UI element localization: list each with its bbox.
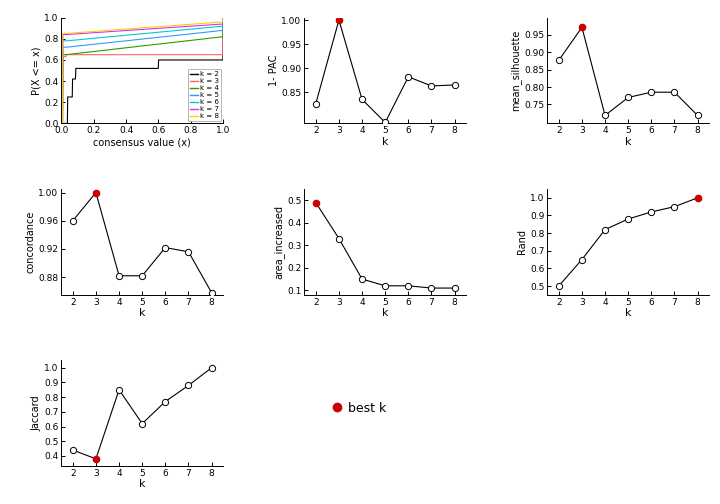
Y-axis label: P(X <= x): P(X <= x) <box>31 46 41 95</box>
X-axis label: k: k <box>139 479 145 489</box>
Legend: k = 2, k = 3, k = 4, k = 5, k = 6, k = 7, k = 8: k = 2, k = 3, k = 4, k = 5, k = 6, k = 7… <box>187 69 221 121</box>
Y-axis label: area_increased: area_increased <box>274 205 284 279</box>
X-axis label: k: k <box>625 137 631 147</box>
X-axis label: k: k <box>382 308 389 318</box>
Y-axis label: concordance: concordance <box>25 211 35 273</box>
Y-axis label: mean_silhouette: mean_silhouette <box>510 30 521 111</box>
Y-axis label: Jaccard: Jaccard <box>31 396 41 431</box>
Y-axis label: 1- PAC: 1- PAC <box>269 55 279 86</box>
Legend: best k: best k <box>327 397 391 419</box>
X-axis label: k: k <box>382 137 389 147</box>
X-axis label: k: k <box>139 308 145 318</box>
X-axis label: consensus value (x): consensus value (x) <box>94 138 191 148</box>
Y-axis label: Rand: Rand <box>517 229 527 255</box>
X-axis label: k: k <box>625 308 631 318</box>
